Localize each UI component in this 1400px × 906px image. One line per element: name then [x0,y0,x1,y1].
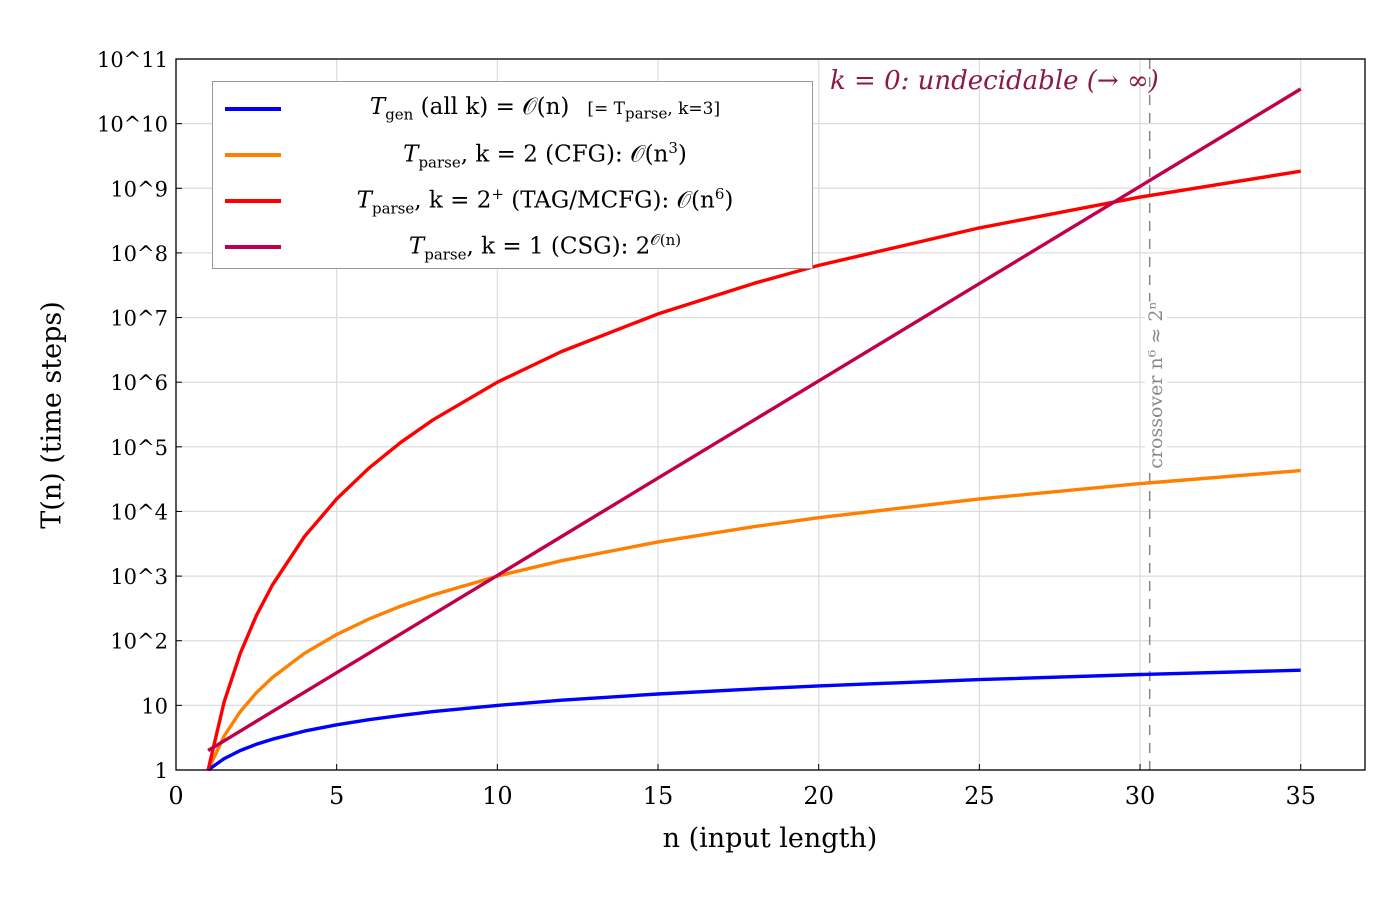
y-tick-label: 1 [155,759,168,783]
y-tick-label: 10^4 [110,500,168,524]
y-tick-label: 10^7 [110,307,168,331]
x-tick-label: 15 [643,782,674,810]
y-tick-label: 10^11 [97,48,168,72]
legend-swatch [225,199,281,203]
legend-label: Tparse, k = 2 (CFG): 𝒪(n3) [403,138,687,172]
y-tick-label: 10^9 [110,177,168,201]
ticks: 0 5 10 15 20 25 30 35 1 10 10^2 10^3 10^4 10^5 10^6 10^… [97,48,1316,810]
x-tick-label: 0 [168,782,183,810]
legend-label: Tparse, k = 1 (CSG): 2𝒪(n) [408,230,682,264]
y-tick-label: 10 [141,694,168,718]
y-axis-label: T(n) (time steps) [36,301,68,529]
crossover-label: crossover n⁶ ≈ 2ⁿ [1145,301,1167,469]
x-tick-label: 35 [1285,782,1316,810]
series-line-3 [207,87,1302,752]
legend-entry-gen: Tgen (all k) = 𝒪(n) [= Tparse, k=3] [213,86,813,132]
axes-frame [175,58,1366,771]
y-tick-label: 10^2 [110,630,168,654]
x-tick-label: 20 [803,782,834,810]
series-line-1 [206,468,1301,771]
legend: Tgen (all k) = 𝒪(n) [= Tparse, k=3] Tpars… [212,81,813,269]
series-lines [206,87,1302,772]
x-tick-label: 25 [964,782,995,810]
legend-swatch [225,245,281,249]
x-tick-label: 10 [482,782,513,810]
y-tick-label: 10^3 [110,565,168,589]
x-tick-label: 5 [329,782,344,810]
y-tick-label: 10^8 [110,242,168,266]
undecidable-annotation: k = 0: undecidable (→ ∞) [830,66,1159,96]
y-tick-label: 10^5 [110,436,168,460]
series-line-0 [207,668,1301,772]
legend-entry-tag: Tparse, k = 2+ (TAG/MCFG): 𝒪(n6) [213,178,813,224]
legend-swatch [225,107,281,111]
legend-entry-csg: Tparse, k = 1 (CSG): 2𝒪(n) [213,224,813,270]
series-line-2 [206,169,1301,771]
legend-label: Tgen (all k) = 𝒪(n) [= Tparse, k=3] [369,94,721,124]
x-axis-label: n (input length) [662,823,878,854]
x-tick-label: 30 [1125,782,1156,810]
legend-label: Tparse, k = 2+ (TAG/MCFG): 𝒪(n6) [356,184,734,218]
legend-entry-cfg: Tparse, k = 2 (CFG): 𝒪(n3) [213,132,813,178]
y-tick-label: 10^6 [110,371,168,395]
y-tick-label: 10^10 [97,113,168,137]
legend-swatch [225,153,281,157]
